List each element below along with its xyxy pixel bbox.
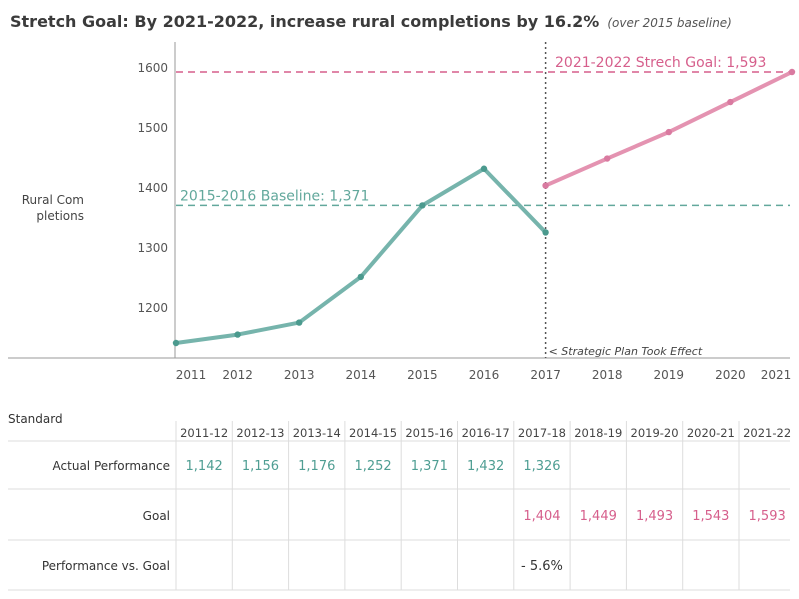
table-cell-goal: 1,404 [523,509,560,524]
x-tick-label: 2019 [654,368,685,382]
table-cell-perf: - 5.6% [521,559,563,574]
table-column-header: 2013-14 [293,426,341,440]
table-column-header: 2011-12 [180,426,228,440]
actual-data-point-2014 [357,273,364,281]
y-axis-label-line-1: Rural Com [21,193,84,207]
actual-data-point-2015 [419,202,426,209]
x-tick-label: 2011 [176,368,207,382]
table-row-label: Goal [143,509,170,523]
table-cell-goal: 1,543 [692,509,729,524]
table-column-header: 2019-20 [631,426,679,440]
x-tick-label: 2018 [592,368,623,382]
table-row-label: Performance vs. Goal [42,559,170,573]
y-tick-label: 1500 [137,121,168,135]
goal-series-line [543,70,794,188]
x-tick-label: 2014 [346,368,377,382]
x-tick-label: 2017 [530,368,561,382]
x-tick-label: 2013 [284,368,315,382]
table-cell-goal: 1,593 [749,509,786,524]
chart-subtitle: (over 2015 baseline) [607,16,732,30]
table-cell-actual: 1,252 [354,459,391,474]
table-column-header: 2020-21 [687,426,735,440]
table-column-header: 2015-16 [405,426,453,440]
table-cell-actual: 1,156 [242,459,279,474]
table-cell-actual: 1,176 [298,459,335,474]
strategic-plan-marker-label: < Strategic Plan Took Effect [549,345,703,358]
chart-title: Stretch Goal: By 2021-2022, increase rur… [10,12,732,31]
goal-data-point-2020 [727,98,734,106]
y-axis-label-line-2: pletions [36,209,84,223]
table-row-label: Actual Performance [53,459,170,473]
table-cell-actual: 1,371 [411,459,448,474]
table-column-header: 2021-22 [743,426,791,440]
goal-data-point-2021 [788,68,796,76]
y-axis-label: Rural Com pletions [10,192,84,224]
goal-data-point-2018 [604,155,611,162]
y-tick-label: 1300 [137,241,168,255]
x-tick-label: 2015 [407,368,438,382]
chart-title-text: Stretch Goal: By 2021-2022, increase rur… [10,12,600,31]
table-title: Standard [8,412,63,426]
table-column-header: 2017-18 [518,426,566,440]
actual-data-point-2017 [542,229,549,236]
table-column-header: 2018-19 [574,426,622,440]
goal-reference-label: 2021-2022 Strech Goal: 1,593 [555,55,766,71]
actual-data-point-2013 [296,319,303,326]
x-tick-label: 2021 [761,368,792,382]
table-cell-actual: 1,432 [467,459,504,474]
baseline-reference-label: 2015-2016 Baseline: 1,371 [180,188,369,204]
actual-data-point-2011 [172,339,180,347]
x-tick-label: 2016 [469,368,500,382]
y-tick-label: 1400 [137,181,168,195]
goal-data-point-2019 [665,128,672,136]
table-column-header: 2012-13 [236,426,284,440]
table-cell-goal: 1,493 [636,509,673,524]
y-tick-label: 1600 [137,61,168,75]
table-column-header: 2016-17 [462,426,510,440]
table-cell-actual: 1,326 [523,459,560,474]
actual-data-point-2016 [480,165,488,172]
table-cell-goal: 1,449 [580,509,617,524]
x-tick-label: 2012 [222,368,253,382]
table-cell-actual: 1,142 [186,459,223,474]
x-tick-label: 2020 [715,368,746,382]
goal-data-point-2017 [542,182,549,189]
actual-data-point-2012 [234,331,241,338]
table-column-header: 2014-15 [349,426,397,440]
y-tick-label: 1200 [137,301,168,315]
